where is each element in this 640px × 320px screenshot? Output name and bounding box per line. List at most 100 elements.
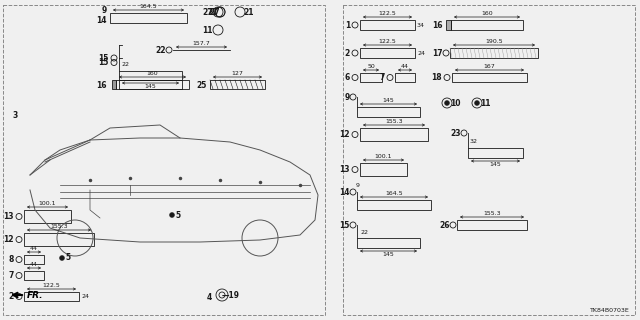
Bar: [357, 238, 420, 248]
Text: 24: 24: [81, 294, 89, 299]
Bar: [3, 5, 325, 315]
Text: 1: 1: [345, 20, 350, 29]
Text: 145: 145: [383, 252, 394, 257]
Bar: [116, 80, 189, 89]
Text: 17: 17: [433, 49, 443, 58]
Text: 5: 5: [175, 211, 180, 220]
Text: 15: 15: [99, 53, 109, 62]
Text: 13: 13: [3, 212, 14, 221]
Bar: [210, 80, 265, 89]
Bar: [468, 148, 523, 158]
Text: 22: 22: [360, 229, 368, 235]
Text: 8: 8: [8, 255, 14, 264]
Text: 24: 24: [417, 51, 425, 55]
Text: 16: 16: [97, 81, 107, 90]
Text: 5: 5: [65, 253, 70, 262]
Circle shape: [474, 100, 479, 106]
Bar: [360, 48, 415, 58]
Text: 15: 15: [340, 220, 350, 229]
Text: 14: 14: [97, 15, 107, 25]
Text: 27: 27: [207, 7, 218, 17]
Bar: [357, 200, 431, 210]
Text: 16: 16: [433, 20, 443, 29]
Text: 12: 12: [3, 235, 14, 244]
Text: 164.5: 164.5: [385, 191, 403, 196]
Text: 127: 127: [232, 71, 243, 76]
Text: 122.5: 122.5: [379, 39, 396, 44]
Bar: [24, 271, 44, 280]
Text: 44: 44: [401, 64, 409, 69]
Text: 2: 2: [9, 292, 14, 301]
Text: 167: 167: [484, 64, 495, 69]
Text: 13: 13: [339, 165, 350, 174]
Text: 155.3: 155.3: [50, 224, 68, 229]
Text: 2: 2: [345, 49, 350, 58]
Bar: [343, 5, 635, 315]
Bar: [360, 163, 407, 176]
Text: 50: 50: [367, 64, 375, 69]
Bar: [24, 210, 71, 223]
Bar: [452, 73, 527, 82]
Text: 145: 145: [145, 84, 156, 89]
Text: 15: 15: [99, 58, 109, 67]
Text: 160: 160: [481, 11, 493, 16]
Circle shape: [60, 255, 65, 260]
Bar: [451, 20, 523, 30]
Text: 11: 11: [480, 99, 490, 108]
Text: 9: 9: [102, 5, 107, 14]
Text: 100.1: 100.1: [39, 201, 56, 206]
Text: 14: 14: [339, 188, 350, 196]
Text: 190.5: 190.5: [485, 39, 503, 44]
Text: 100.1: 100.1: [375, 154, 392, 159]
Text: 4: 4: [207, 292, 212, 301]
Text: 27: 27: [202, 7, 213, 17]
Text: 122.5: 122.5: [43, 283, 60, 288]
Text: 145: 145: [383, 98, 394, 103]
Text: 23: 23: [451, 129, 461, 138]
Bar: [360, 128, 428, 141]
Text: 12: 12: [339, 130, 350, 139]
Text: 34: 34: [417, 22, 425, 28]
Text: 21: 21: [243, 7, 253, 17]
Text: 3: 3: [12, 110, 18, 119]
Bar: [119, 80, 182, 89]
Bar: [395, 73, 415, 82]
Text: 26: 26: [440, 220, 450, 229]
Bar: [360, 20, 415, 30]
Bar: [119, 71, 182, 80]
Bar: [357, 107, 420, 117]
Text: 25: 25: [196, 81, 207, 90]
Text: FR.: FR.: [27, 291, 44, 300]
Text: 160: 160: [147, 71, 158, 76]
Text: —19: —19: [222, 291, 240, 300]
Text: 9: 9: [356, 182, 360, 188]
Bar: [450, 48, 538, 58]
Text: 18: 18: [431, 73, 442, 82]
Bar: [24, 233, 94, 246]
Text: 9: 9: [345, 92, 350, 101]
Text: 11: 11: [202, 26, 213, 35]
Bar: [24, 292, 79, 301]
Text: 10: 10: [450, 99, 461, 108]
Text: 155.3: 155.3: [483, 211, 501, 216]
Text: 27: 27: [209, 7, 220, 17]
Text: 7: 7: [8, 271, 14, 280]
Bar: [446, 20, 451, 30]
Text: 145: 145: [490, 162, 501, 167]
Text: 7: 7: [380, 73, 385, 82]
Text: 6: 6: [345, 73, 350, 82]
Text: 22: 22: [121, 62, 129, 67]
Text: 155.3: 155.3: [385, 119, 403, 124]
Bar: [24, 255, 44, 264]
Bar: [110, 13, 187, 23]
Text: TK84B0703E: TK84B0703E: [590, 308, 630, 313]
Bar: [360, 73, 382, 82]
Text: 44: 44: [30, 246, 38, 251]
Text: 32: 32: [470, 139, 478, 143]
Text: 157.7: 157.7: [193, 41, 211, 46]
Circle shape: [170, 212, 175, 218]
Bar: [112, 80, 116, 89]
Bar: [457, 220, 527, 230]
Text: 44: 44: [30, 262, 38, 267]
Circle shape: [445, 100, 449, 106]
